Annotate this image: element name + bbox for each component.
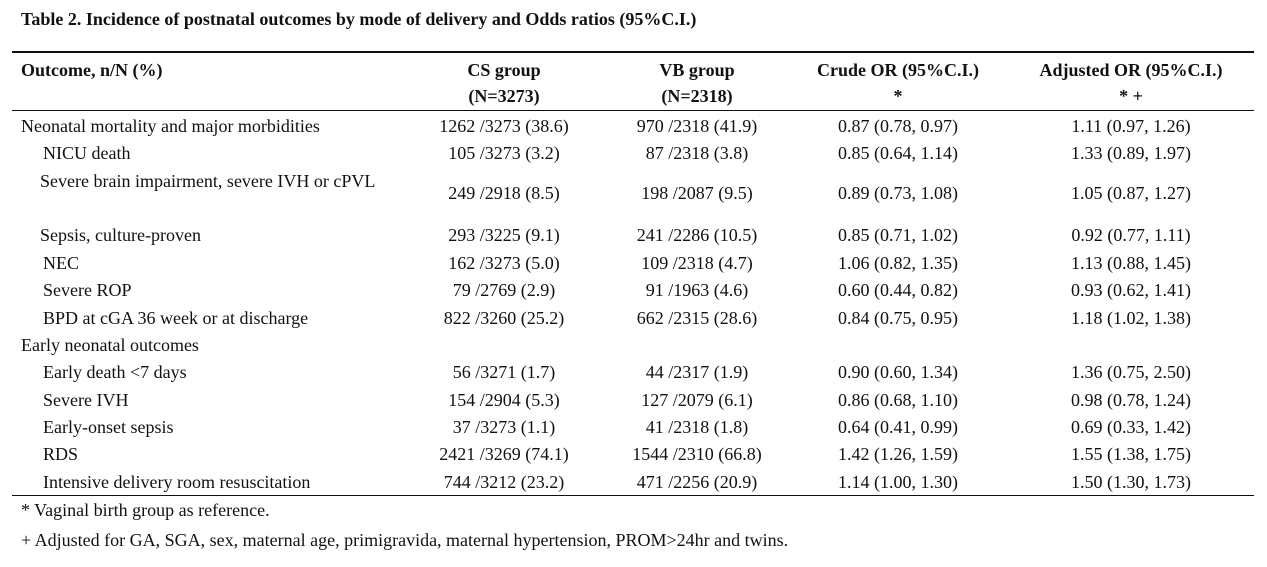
row-adjusted-or: 1.55 (1.38, 1.75) bbox=[1071, 444, 1191, 464]
row-vb-value: 109 /2318 (4.7) bbox=[641, 253, 753, 273]
row-adjusted-or: 1.13 (0.88, 1.45) bbox=[1071, 253, 1191, 273]
row-vb-value: 198 /2087 (9.5) bbox=[641, 183, 753, 203]
row-vb-value: 241 /2286 (10.5) bbox=[636, 225, 758, 245]
row-adjusted-or: 1.33 (0.89, 1.97) bbox=[1071, 143, 1191, 163]
footnote-reference: * Vaginal birth group as reference. bbox=[21, 500, 270, 520]
row-crude-or: 1.14 (1.00, 1.30) bbox=[838, 472, 958, 492]
row-crude-or: 0.60 (0.44, 0.82) bbox=[838, 280, 958, 300]
row-cs-value: 37 /3273 (1.1) bbox=[452, 417, 556, 437]
row-vb-value: 1544 /2310 (66.8) bbox=[632, 444, 762, 464]
row-crude-or: 0.85 (0.71, 1.02) bbox=[838, 225, 958, 245]
header-cs-line1: CS group bbox=[467, 60, 541, 80]
table-header-rule bbox=[12, 110, 1254, 111]
row-cs-value: 162 /3273 (5.0) bbox=[448, 253, 560, 273]
header-crude-line2: * bbox=[893, 86, 903, 106]
row-vb-value: 44 /2317 (1.9) bbox=[645, 362, 749, 382]
row-outcome: Severe IVH bbox=[43, 390, 129, 410]
row-adjusted-or: 1.05 (0.87, 1.27) bbox=[1071, 183, 1191, 203]
row-cs-value: 249 /2918 (8.5) bbox=[448, 183, 560, 203]
row-vb-value: 91 /1963 (4.6) bbox=[645, 280, 749, 300]
row-crude-or: 0.90 (0.60, 1.34) bbox=[838, 362, 958, 382]
table-bottom-rule bbox=[12, 495, 1254, 496]
row-vb-value: 970 /2318 (41.9) bbox=[636, 116, 758, 136]
row-cs-value: 293 /3225 (9.1) bbox=[448, 225, 560, 245]
table-title: Table 2. Incidence of postnatal outcomes… bbox=[21, 9, 697, 29]
row-vb-value: 471 /2256 (20.9) bbox=[636, 472, 758, 492]
row-outcome: NEC bbox=[43, 253, 79, 273]
row-cs-value: 1262 /3273 (38.6) bbox=[439, 116, 569, 136]
row-cs-value: 154 /2904 (5.3) bbox=[448, 390, 560, 410]
row-adjusted-or: 1.11 (0.97, 1.26) bbox=[1071, 116, 1191, 136]
row-crude-or: 0.64 (0.41, 0.99) bbox=[838, 417, 958, 437]
header-crude-line1: Crude OR (95%C.I.) bbox=[817, 60, 979, 80]
row-cs-value: 56 /3271 (1.7) bbox=[452, 362, 556, 382]
row-vb-value: 87 /2318 (3.8) bbox=[645, 143, 749, 163]
row-adjusted-or: 1.36 (0.75, 2.50) bbox=[1071, 362, 1191, 382]
row-vb-value: 127 /2079 (6.1) bbox=[641, 390, 753, 410]
header-vb-line2: (N=2318) bbox=[661, 86, 733, 106]
row-crude-or: 0.84 (0.75, 0.95) bbox=[838, 308, 958, 328]
row-vb-value: 662 /2315 (28.6) bbox=[636, 308, 758, 328]
header-crude-or: Crude OR (95%C.I.) * bbox=[817, 57, 979, 109]
header-vb-group: VB group (N=2318) bbox=[659, 57, 734, 109]
header-adjusted-line2: * + bbox=[1119, 86, 1143, 106]
row-adjusted-or: 1.50 (1.30, 1.73) bbox=[1071, 472, 1191, 492]
header-cs-line2: (N=3273) bbox=[468, 86, 540, 106]
row-outcome: Severe brain impairment, severe IVH or c… bbox=[40, 171, 376, 191]
header-adjusted-or: Adjusted OR (95%C.I.) * + bbox=[1039, 57, 1222, 109]
row-crude-or: 0.86 (0.68, 1.10) bbox=[838, 390, 958, 410]
row-outcome: RDS bbox=[43, 444, 79, 464]
row-cs-value: 744 /3212 (23.2) bbox=[443, 472, 565, 492]
row-outcome: Severe ROP bbox=[43, 280, 132, 300]
row-outcome: BPD at cGA 36 week or at discharge bbox=[43, 308, 309, 328]
row-adjusted-or: 0.98 (0.78, 1.24) bbox=[1071, 390, 1191, 410]
row-vb-value: 41 /2318 (1.8) bbox=[645, 417, 749, 437]
row-crude-or: 1.42 (1.26, 1.59) bbox=[838, 444, 958, 464]
row-cs-value: 79 /2769 (2.9) bbox=[452, 280, 556, 300]
row-outcome: Neonatal mortality and major morbidities bbox=[21, 116, 320, 136]
row-adjusted-or: 0.92 (0.77, 1.11) bbox=[1071, 225, 1191, 245]
header-vb-line1: VB group bbox=[659, 60, 735, 80]
row-outcome: Early-onset sepsis bbox=[43, 417, 174, 437]
row-crude-or: 0.85 (0.64, 1.14) bbox=[838, 143, 958, 163]
row-outcome-section: Early neonatal outcomes bbox=[21, 335, 199, 355]
row-crude-or: 1.06 (0.82, 1.35) bbox=[838, 253, 958, 273]
footnote-adjustment: + Adjusted for GA, SGA, sex, maternal ag… bbox=[21, 530, 789, 550]
row-adjusted-or: 0.93 (0.62, 1.41) bbox=[1071, 280, 1191, 300]
row-crude-or: 0.87 (0.78, 0.97) bbox=[838, 116, 958, 136]
row-cs-value: 822 /3260 (25.2) bbox=[443, 308, 565, 328]
row-outcome: Sepsis, culture-proven bbox=[40, 225, 201, 245]
header-adjusted-line1: Adjusted OR (95%C.I.) bbox=[1039, 60, 1223, 80]
header-outcome: Outcome, n/N (%) bbox=[21, 60, 163, 80]
row-outcome: NICU death bbox=[43, 143, 131, 163]
row-outcome: Early death <7 days bbox=[43, 362, 187, 382]
table-top-rule bbox=[12, 51, 1254, 53]
header-cs-group: CS group (N=3273) bbox=[467, 57, 540, 109]
row-crude-or: 0.89 (0.73, 1.08) bbox=[838, 183, 958, 203]
row-cs-value: 2421 /3269 (74.1) bbox=[439, 444, 569, 464]
row-cs-value: 105 /3273 (3.2) bbox=[448, 143, 560, 163]
row-adjusted-or: 1.18 (1.02, 1.38) bbox=[1071, 308, 1191, 328]
row-adjusted-or: 0.69 (0.33, 1.42) bbox=[1071, 417, 1191, 437]
row-outcome: Intensive delivery room resuscitation bbox=[43, 472, 311, 492]
